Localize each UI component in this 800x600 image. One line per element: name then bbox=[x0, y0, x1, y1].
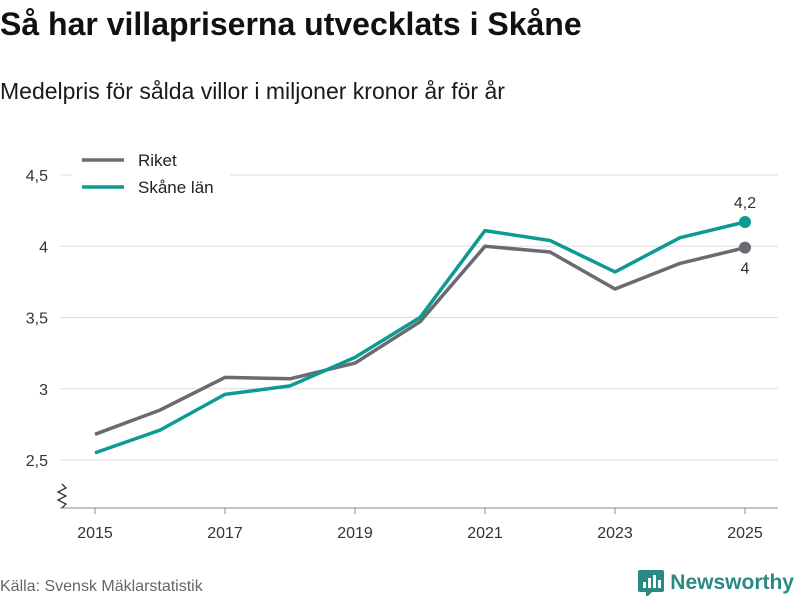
x-tick-label: 2025 bbox=[727, 525, 763, 542]
brand-logo: Newsworthy bbox=[638, 570, 794, 596]
series-end-label-0: 4 bbox=[741, 261, 750, 278]
series-end-point-0 bbox=[739, 241, 751, 254]
legend-background bbox=[72, 143, 230, 203]
x-tick-label: 2015 bbox=[77, 525, 113, 542]
chart-title: Så har villapriserna utvecklats i Skåne bbox=[0, 6, 582, 42]
x-tick-label: 2023 bbox=[597, 525, 633, 542]
chart-subtitle: Medelpris för sålda villor i miljoner kr… bbox=[0, 78, 505, 104]
bar-chart-logo-icon bbox=[638, 570, 665, 596]
legend-label-1: Skåne län bbox=[138, 178, 214, 197]
series-end-point-1 bbox=[739, 216, 751, 229]
x-tick-label: 2021 bbox=[467, 525, 503, 542]
y-tick-label: 4,5 bbox=[26, 168, 48, 185]
brand-name: Newsworthy bbox=[670, 571, 794, 594]
y-tick-label: 2,5 bbox=[26, 453, 48, 470]
line-chart: 2,5 3 3,5 4 4,5 2015 2017 2019 2021 2023 2025 4 4,2 R… bbox=[25, 143, 778, 542]
series-end-label-1: 4,2 bbox=[734, 195, 756, 212]
x-tick-label: 2017 bbox=[207, 525, 243, 542]
series-line-0 bbox=[94, 244, 746, 436]
axis-break-icon bbox=[56, 483, 68, 509]
legend-label-0: Riket bbox=[138, 151, 177, 170]
source-note: Källa: Svensk Mäklarstatistik bbox=[0, 578, 203, 595]
y-tick-label: 4 bbox=[39, 239, 48, 256]
y-tick-label: 3,5 bbox=[26, 311, 48, 328]
y-tick-label: 3 bbox=[39, 382, 48, 399]
series-line-1 bbox=[94, 220, 746, 455]
x-tick-label: 2019 bbox=[337, 525, 373, 542]
